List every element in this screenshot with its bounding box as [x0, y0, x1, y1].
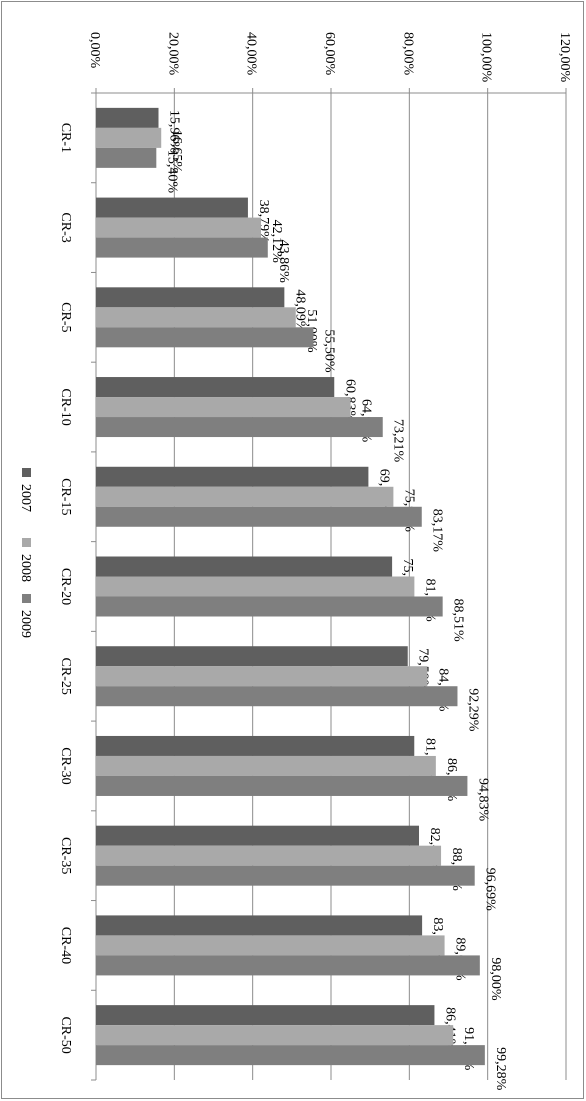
data-label-2009-CR-35: 96,69%	[483, 868, 498, 912]
tick-label-6: 120,00%	[557, 32, 572, 83]
bar-2007-CR-25	[96, 646, 408, 667]
bar-2008-CR-5	[96, 307, 296, 328]
category-label-CR-15: CR-15	[58, 478, 73, 515]
bar-2008-CR-40	[96, 935, 445, 956]
bar-2007-CR-1	[96, 107, 159, 128]
bar-2008-CR-30	[96, 755, 436, 776]
bar-2009-CR-40	[96, 955, 480, 976]
category-label-CR-5: CR-5	[58, 302, 73, 332]
bar-2007-CR-3	[96, 197, 248, 218]
data-label-2007-CR-1: 15,96%	[167, 110, 182, 154]
data-label-2009-CR-50: 99,28%	[493, 1047, 508, 1091]
data-label-2009-CR-10: 73,21%	[391, 419, 406, 463]
bar-2007-CR-10	[96, 377, 335, 398]
bar-2009-CR-25	[96, 686, 458, 707]
category-label-CR-1: CR-1	[58, 123, 73, 153]
bar-2007-CR-30	[96, 735, 415, 756]
bar-2008-CR-20	[96, 576, 415, 597]
bar-2009-CR-3	[96, 237, 268, 258]
category-label-CR-25: CR-25	[58, 658, 73, 695]
tick-label-2: 40,00%	[244, 32, 259, 76]
bar-2008-CR-10	[96, 397, 351, 418]
legend-swatch-2009	[22, 594, 31, 603]
bar-2009-CR-35	[96, 865, 475, 886]
data-label-2009-CR-20: 88,51%	[451, 599, 466, 643]
bar-2007-CR-35	[96, 825, 420, 846]
data-label-2009-CR-15: 83,17%	[430, 509, 445, 552]
data-label-2008-CR-1: 16,65%	[169, 130, 184, 174]
data-label-2009-CR-25: 92,29%	[465, 688, 480, 732]
bar-2007-CR-5	[96, 287, 285, 308]
legend-swatch-2007	[22, 468, 31, 477]
tick-label-0: 0,00%	[87, 32, 102, 69]
category-label-CR-10: CR-10	[58, 388, 73, 425]
legend-label-2008: 2008	[18, 554, 33, 582]
bar-2009-CR-10	[96, 417, 383, 438]
data-label-2009-CR-1: 15,40%	[164, 150, 179, 194]
bar-2008-CR-25	[96, 666, 428, 687]
data-label-2009-CR-30: 94,83%	[475, 778, 490, 822]
category-label-CR-50: CR-50	[58, 1016, 73, 1053]
bar-2008-CR-15	[96, 486, 394, 507]
legend-label-2007: 2007	[18, 484, 33, 512]
bar-2007-CR-50	[96, 1005, 435, 1026]
data-label-2009-CR-3: 43,86%	[276, 240, 291, 284]
category-label-CR-3: CR-3	[58, 212, 73, 242]
category-label-CR-40: CR-40	[58, 927, 73, 964]
data-label-2008-CR-3: 42,12%	[269, 220, 284, 264]
legend-label-2009: 2009	[18, 610, 33, 638]
data-label-2009-CR-40: 98,00%	[488, 957, 503, 1001]
bar-2008-CR-35	[96, 845, 442, 866]
bar-2007-CR-40	[96, 915, 423, 936]
tick-label-4: 80,00%	[400, 32, 415, 76]
category-label-CR-20: CR-20	[58, 568, 73, 605]
category-label-CR-35: CR-35	[58, 837, 73, 874]
bar-2008-CR-3	[96, 217, 261, 238]
bar-2008-CR-1	[96, 127, 162, 148]
tick-label-1: 20,00%	[165, 32, 180, 76]
tick-label-3: 60,00%	[322, 32, 337, 76]
legend-swatch-2008	[22, 538, 31, 547]
bar-2009-CR-1	[96, 147, 157, 168]
tick-label-5: 100,00%	[479, 32, 494, 83]
data-label-2007-CR-5: 48,09%	[292, 289, 307, 333]
bar-2009-CR-5	[96, 327, 314, 348]
bar-2009-CR-15	[96, 506, 422, 527]
bar-2007-CR-20	[96, 556, 393, 577]
bar-2009-CR-30	[96, 775, 468, 796]
bar-2009-CR-20	[96, 596, 443, 617]
bar-2007-CR-15	[96, 466, 369, 487]
bar-2008-CR-50	[96, 1025, 454, 1046]
category-label-CR-30: CR-30	[58, 747, 73, 784]
data-label-2009-CR-5: 55,50%	[321, 329, 336, 373]
bar-2009-CR-50	[96, 1045, 485, 1066]
